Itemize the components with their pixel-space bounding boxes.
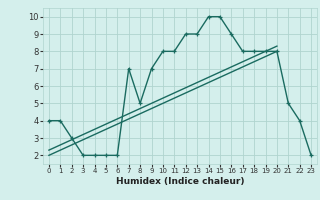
X-axis label: Humidex (Indice chaleur): Humidex (Indice chaleur)	[116, 177, 244, 186]
